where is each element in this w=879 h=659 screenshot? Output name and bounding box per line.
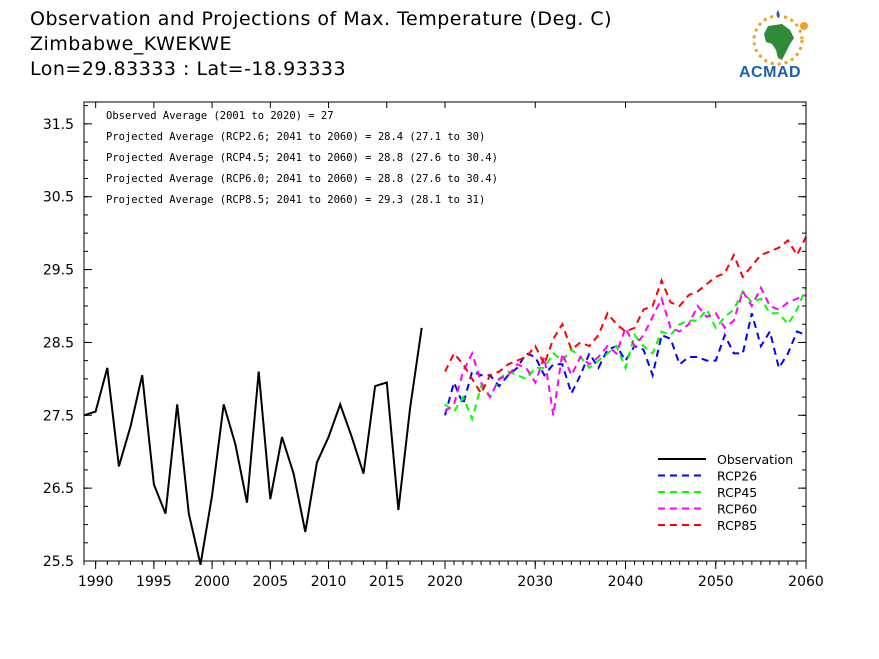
y-tick-label: 25.5 bbox=[43, 554, 74, 570]
acmad-logo bbox=[752, 10, 808, 66]
annotations: Observed Average (2001 to 2020) = 27 Proj… bbox=[106, 110, 498, 206]
chart-title: Observation and Projections of Max. Temp… bbox=[30, 8, 613, 30]
y-tick-label: 31.5 bbox=[43, 117, 74, 133]
y-tick-label: 30.5 bbox=[43, 190, 74, 206]
x-tick-label: 2000 bbox=[194, 574, 230, 590]
y-tick-label: 28.5 bbox=[43, 335, 74, 351]
legend-label-rcp45: RCP45 bbox=[717, 485, 757, 500]
location-name: Zimbabwe_KWEKWE bbox=[30, 33, 232, 55]
annotation-line: Observed Average (2001 to 2020) = 27 bbox=[106, 110, 334, 122]
x-tick-label: 2030 bbox=[517, 574, 553, 590]
x-tick-label: 2015 bbox=[369, 574, 405, 590]
y-tick-label: 29.5 bbox=[43, 263, 74, 279]
series-rcp26 bbox=[444, 313, 807, 416]
legend-label-rcp60: RCP60 bbox=[717, 502, 757, 517]
series-rcp60 bbox=[444, 285, 807, 416]
acmad-logo-text: ACMAD bbox=[739, 64, 802, 81]
y-tick-label: 27.5 bbox=[43, 408, 74, 424]
x-tick-label: 2060 bbox=[788, 574, 824, 590]
x-tick-label: 1995 bbox=[136, 574, 172, 590]
annotation-line: Projected Average (RCP2.6; 2041 to 2060)… bbox=[106, 131, 485, 143]
legend-label-rcp85: RCP85 bbox=[717, 518, 757, 533]
x-tick-label: 2050 bbox=[698, 574, 734, 590]
x-tick-label: 2005 bbox=[253, 574, 289, 590]
x-tick-label: 1990 bbox=[78, 574, 114, 590]
series-rcp45 bbox=[444, 287, 807, 422]
x-tick-label: 2020 bbox=[427, 574, 463, 590]
series-layer bbox=[83, 236, 807, 565]
series-observation bbox=[83, 327, 423, 565]
legend-label-rcp26: RCP26 bbox=[717, 469, 757, 484]
x-tick-label: 2010 bbox=[311, 574, 347, 590]
annotation-line: Projected Average (RCP8.5; 2041 to 2060)… bbox=[106, 194, 485, 206]
annotation-line: Projected Average (RCP6.0; 2041 to 2060)… bbox=[106, 173, 498, 185]
legend-label-observation: Observation bbox=[717, 452, 793, 467]
x-tick-label: 2040 bbox=[608, 574, 644, 590]
coordinates: Lon=29.83333 : Lat=-18.93333 bbox=[30, 58, 347, 80]
annotation-line: Projected Average (RCP4.5; 2041 to 2060)… bbox=[106, 152, 498, 164]
y-tick-label: 26.5 bbox=[43, 481, 74, 497]
axes-layer: 25.5 26.5 27.5 28.5 29.5 30.5 31.5 1990 1995 2000… bbox=[43, 101, 824, 590]
